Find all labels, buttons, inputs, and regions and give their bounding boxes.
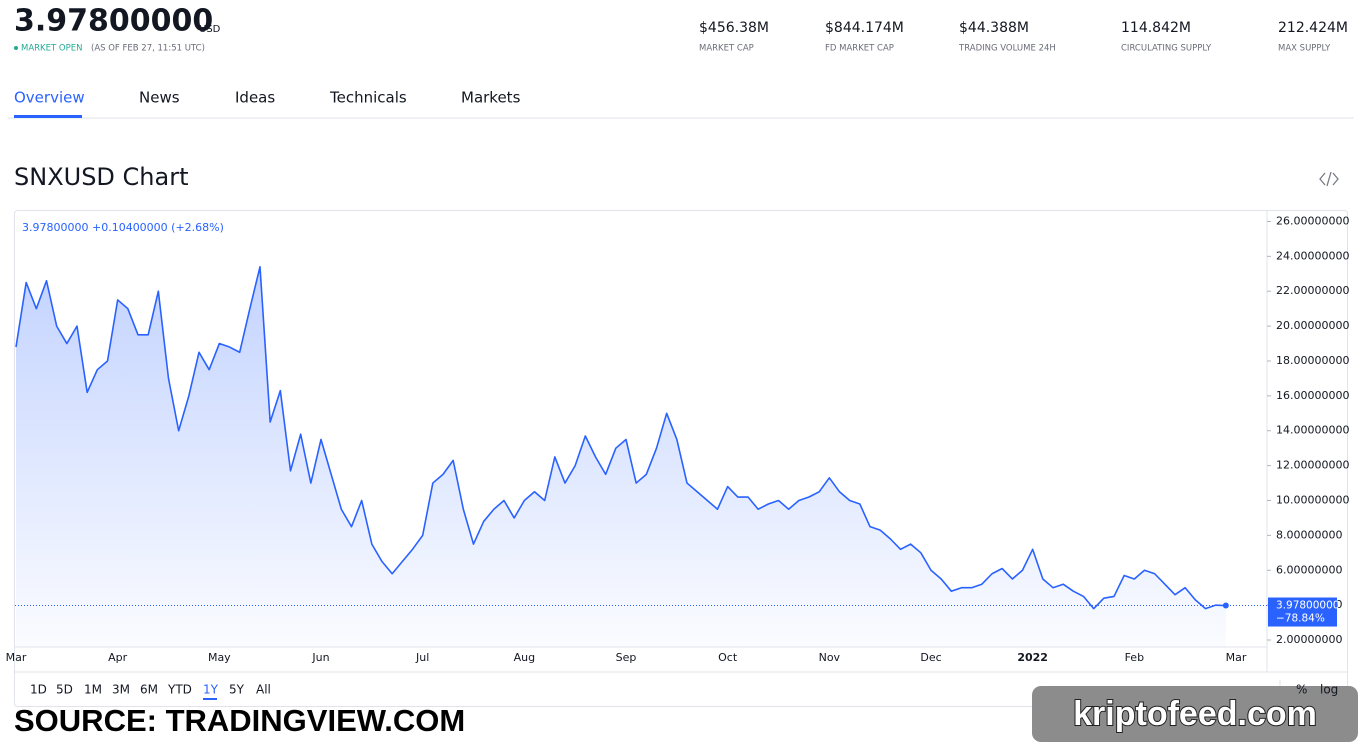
currency: USD bbox=[199, 24, 221, 35]
y-tick-label: 16.00000000 bbox=[1276, 389, 1349, 402]
x-tick-label: Sep bbox=[616, 651, 637, 664]
range-button[interactable]: 1Y bbox=[203, 683, 219, 697]
range-button[interactable]: 3M bbox=[112, 683, 130, 697]
stat-value: $456.38M bbox=[699, 20, 769, 36]
range-button[interactable]: 5D bbox=[56, 683, 73, 697]
range-underline bbox=[203, 698, 217, 700]
tab-underline bbox=[14, 115, 82, 118]
last-point bbox=[1222, 602, 1229, 609]
stat-value: 114.842M bbox=[1121, 20, 1191, 36]
tab[interactable]: News bbox=[139, 89, 180, 107]
tab[interactable]: Markets bbox=[461, 89, 521, 107]
stat-value: 212.424M bbox=[1278, 20, 1348, 36]
stat-label: MAX SUPPLY bbox=[1278, 44, 1331, 54]
stat-label: TRADING VOLUME 24H bbox=[958, 44, 1056, 54]
y-tick-label: 22.00000000 bbox=[1276, 284, 1349, 297]
price-line bbox=[15, 266, 1226, 610]
x-tick-label: Mar bbox=[1226, 651, 1247, 664]
x-tick-label: May bbox=[208, 651, 231, 664]
scale-button[interactable]: % bbox=[1296, 683, 1307, 697]
y-tick-label: 24.00000000 bbox=[1276, 249, 1349, 262]
price-area bbox=[16, 266, 1226, 647]
x-tick-label: Jun bbox=[311, 651, 329, 664]
chart-frame bbox=[14, 210, 1348, 707]
stat-value: $44.388M bbox=[959, 20, 1029, 36]
range-button[interactable]: 6M bbox=[140, 683, 158, 697]
y-tick-label: 26.00000000 bbox=[1276, 214, 1349, 227]
x-tick-label: Jul bbox=[415, 651, 429, 664]
site-badge bbox=[1032, 686, 1358, 742]
y-tick-label: 8.00000000 bbox=[1276, 528, 1342, 541]
stat-label: MARKET CAP bbox=[699, 44, 754, 54]
chart-legend: 3.97800000 +0.10400000 (+2.68%) bbox=[22, 221, 224, 234]
y-tick-label: 12.00000000 bbox=[1276, 459, 1349, 472]
x-tick-label: Nov bbox=[819, 651, 841, 664]
as-of: (AS OF FEB 27, 11:51 UTC) bbox=[91, 44, 205, 54]
y-tick-label: 10.00000000 bbox=[1276, 494, 1349, 507]
x-tick-label: Oct bbox=[718, 651, 738, 664]
market-status: MARKET OPEN bbox=[21, 44, 82, 54]
y-tick-label: 14.00000000 bbox=[1276, 424, 1349, 437]
site-watermark: kriptofeed.com bbox=[1073, 695, 1317, 733]
x-tick-label: Feb bbox=[1125, 651, 1144, 664]
status-dot bbox=[14, 46, 18, 50]
price: 3.97800000 bbox=[14, 4, 213, 39]
y-tick-label: 6.00000000 bbox=[1276, 563, 1342, 576]
tab[interactable]: Technicals bbox=[329, 89, 407, 107]
x-tick-label: Dec bbox=[920, 651, 941, 664]
stat-value: $844.174M bbox=[825, 20, 904, 36]
x-tick-label: Mar bbox=[6, 651, 27, 664]
last-price-label: 3.97800000 bbox=[1276, 600, 1339, 612]
embed-icon[interactable] bbox=[1319, 171, 1339, 187]
range-button[interactable]: 1D bbox=[30, 683, 47, 697]
dynamic-layer: $456.38M MARKET CAP $844.174M FD MARKET CAP… bbox=[6, 20, 1349, 700]
x-tick-label: 2022 bbox=[1017, 651, 1048, 664]
tab[interactable]: Overview bbox=[14, 89, 85, 107]
range-button[interactable]: 5Y bbox=[229, 683, 245, 697]
range-button[interactable]: 1M bbox=[84, 683, 102, 697]
y-tick-label: 18.00000000 bbox=[1276, 354, 1349, 367]
y-tick-label: 2.00000000 bbox=[1276, 633, 1342, 646]
period-change-label: −78.84% bbox=[1276, 613, 1325, 625]
x-tick-label: Aug bbox=[514, 651, 535, 664]
range-button[interactable]: All bbox=[256, 683, 271, 697]
scale-button[interactable]: log bbox=[1320, 683, 1338, 697]
range-button[interactable]: YTD bbox=[167, 683, 192, 697]
last-price-box bbox=[1268, 597, 1337, 627]
stat-label: FD MARKET CAP bbox=[825, 44, 894, 54]
chart-title: SNXUSD Chart bbox=[14, 163, 189, 191]
y-tick-label: 20.00000000 bbox=[1276, 319, 1349, 332]
tab[interactable]: Ideas bbox=[235, 89, 275, 107]
stat-label: CIRCULATING SUPPLY bbox=[1121, 44, 1212, 54]
source-watermark: SOURCE: TRADINGVIEW.COM bbox=[14, 703, 465, 738]
x-tick-label: Apr bbox=[108, 651, 128, 664]
